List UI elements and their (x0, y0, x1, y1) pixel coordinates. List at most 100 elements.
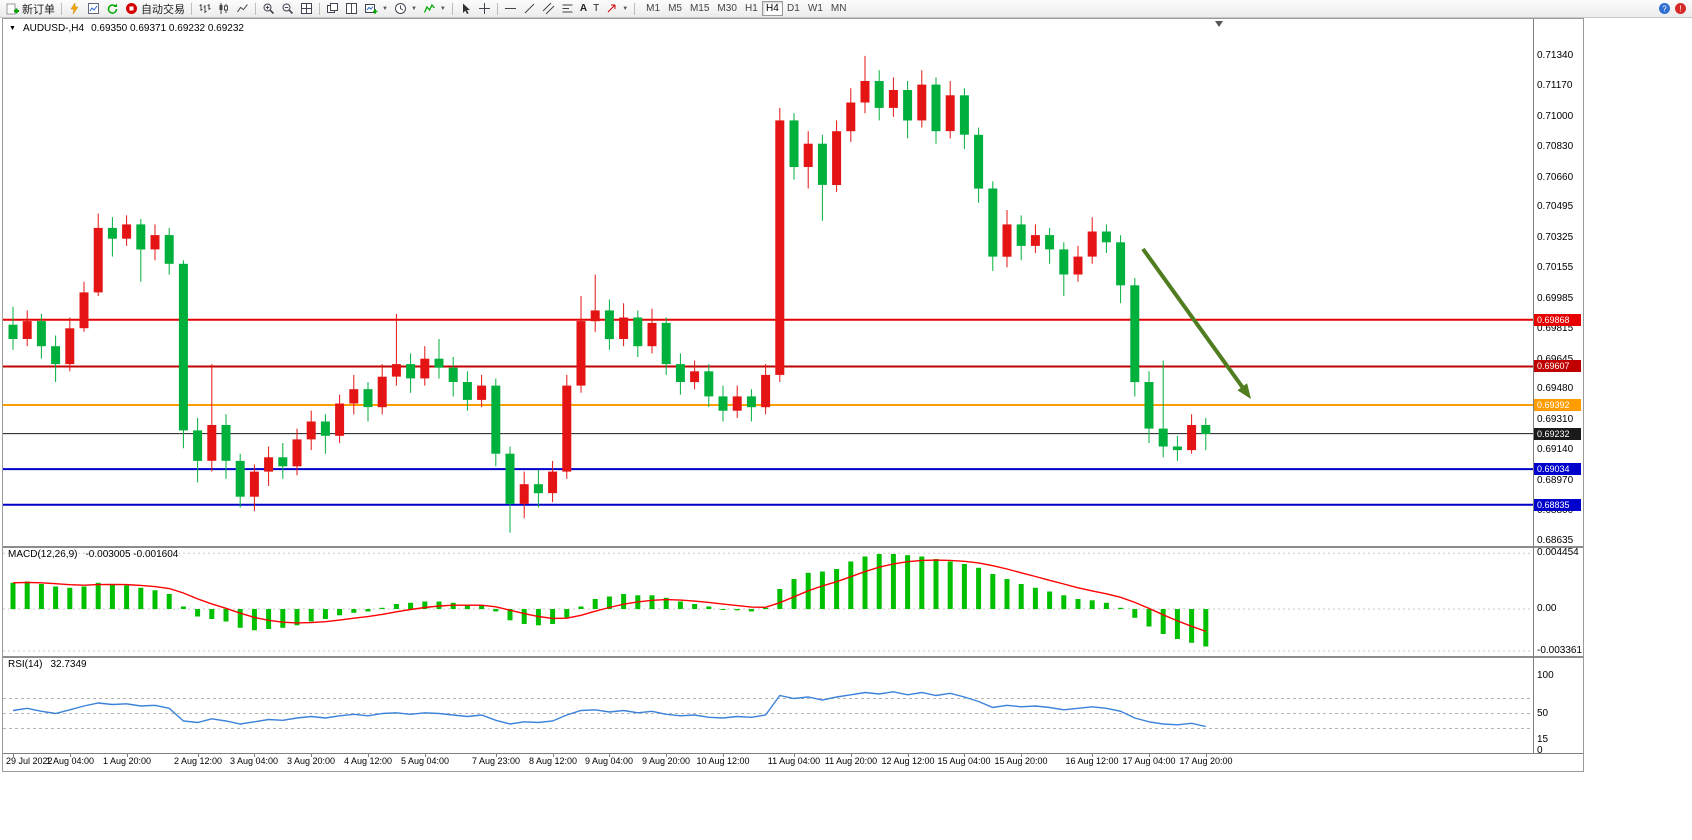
macd-panel-canvas[interactable] (3, 548, 1533, 654)
channel-tool-icon (542, 2, 555, 15)
tile-windows-icon (301, 3, 312, 14)
macd-panel-separator[interactable] (3, 546, 1583, 548)
price-tag: 0.69232 (1534, 428, 1581, 440)
price-axis-label: 0.70495 (1537, 201, 1574, 212)
time-axis-label: 3 Aug 20:00 (286, 756, 336, 766)
horizontal-line-tool-icon (504, 8, 516, 9)
line-chart-button[interactable] (233, 1, 252, 17)
zoom-out-button[interactable] (278, 1, 297, 17)
rsi-axis-label: 50 (1537, 708, 1549, 719)
time-axis-tick (1206, 753, 1207, 757)
arrows-tool-icon (607, 4, 616, 13)
autotrading-icon (126, 3, 137, 14)
timeframe-button-m30[interactable]: M30 (713, 1, 740, 16)
time-axis-label: 17 Aug 20:00 (1179, 756, 1233, 766)
crosshair-button[interactable] (475, 1, 494, 17)
price-axis-label: 0.70325 (1537, 232, 1574, 243)
time-axis-label: 11 Aug 04:00 (767, 756, 821, 766)
chart-shift-marker[interactable] (1215, 21, 1223, 27)
toolbar-separator (61, 2, 62, 15)
price-axis-label: 0.68635 (1537, 535, 1574, 546)
price-axis-label: 0.69480 (1537, 383, 1574, 394)
chevron-down-icon: ▼ (410, 5, 417, 12)
timeframe-group: M1 M5 M15 M30 H1 H4 D1 W1 MN (642, 1, 850, 16)
price-tag: 0.69392 (1534, 399, 1581, 411)
time-axis-label: 5 Aug 04:00 (400, 756, 450, 766)
time-axis-tick (13, 753, 14, 757)
bars-chart-button[interactable] (195, 1, 214, 17)
macd-values: -0.003005 -0.001604 (85, 549, 179, 560)
toolbar-separator (451, 2, 453, 15)
new-chart-button[interactable]: ▼ (361, 1, 391, 17)
macd-axis-label: 0.004454 (1537, 547, 1579, 558)
text-tool-icon: A (579, 3, 588, 14)
text-tool-button[interactable]: A (577, 1, 590, 17)
timeframe-button-d1[interactable]: D1 (783, 1, 804, 16)
time-axis-label: 9 Aug 20:00 (641, 756, 691, 766)
candles-chart-button[interactable] (214, 1, 233, 17)
line-chart-icon (237, 4, 248, 13)
time-axis-label: 15 Aug 20:00 (994, 756, 1048, 766)
zoom-in-button[interactable] (259, 1, 278, 17)
timeframe-button-mn[interactable]: MN (827, 1, 851, 16)
autotrading-button[interactable]: 自动交易 (122, 1, 188, 17)
time-axis-label: 15 Aug 04:00 (937, 756, 991, 766)
timeframe-button-h1[interactable]: H1 (741, 1, 762, 16)
label-tool-button[interactable]: T (590, 1, 602, 17)
time-axis[interactable] (3, 753, 1583, 754)
price-axis-label: 0.70155 (1537, 262, 1574, 273)
trendline-tool-button[interactable] (520, 1, 539, 17)
indicators-button[interactable]: ▼ (420, 1, 449, 17)
price-axis-label: 0.69645 (1537, 354, 1573, 366)
chart-window: ▼ AUDUSD-,H4 0.69350 0.69371 0.69232 0.6… (2, 18, 1584, 772)
time-axis-tick (127, 753, 128, 757)
time-axis-tick (254, 753, 255, 757)
lightning-button[interactable] (65, 1, 84, 17)
price-axis-label: 0.69815 (1537, 323, 1574, 334)
rsi-panel-separator[interactable] (3, 656, 1583, 658)
toolbar-separator (191, 2, 192, 15)
main-chart-canvas[interactable] (3, 19, 1533, 546)
autotrading-label: 自动交易 (141, 3, 185, 16)
zoom-in-icon (263, 3, 275, 15)
price-axis-label: 0.69140 (1537, 444, 1574, 455)
alert-icon[interactable]: ! (1674, 2, 1687, 15)
price-axis-label: 0.69985 (1537, 293, 1574, 304)
timeframe-button-m5[interactable]: M5 (664, 1, 686, 16)
time-axis-tick (1092, 753, 1093, 757)
timeframe-button-m1[interactable]: M1 (642, 1, 664, 16)
new-order-icon (6, 3, 19, 15)
channel-tool-button[interactable] (539, 1, 558, 17)
market-watch-button[interactable] (84, 1, 103, 17)
arrows-tool-button[interactable]: ▼ (602, 1, 631, 17)
time-axis-tick (964, 753, 965, 757)
tile-windows-button[interactable] (297, 1, 316, 17)
rsi-axis-label: 100 (1537, 670, 1554, 681)
symbol-title: AUDUSD-,H4 (22, 23, 85, 34)
trendline-tool-icon (524, 3, 535, 14)
time-axis-tick (311, 753, 312, 757)
cascade-windows-button[interactable] (323, 1, 342, 17)
price-axis[interactable] (1533, 19, 1534, 753)
periods-button[interactable]: ▼ (391, 1, 420, 17)
symbol-dropdown-icon[interactable]: ▼ (9, 25, 16, 32)
horizontal-line-tool-button[interactable] (501, 1, 520, 17)
candles-chart-icon (219, 3, 228, 14)
refresh-button[interactable] (103, 1, 122, 17)
price-tag: 0.69034 (1534, 463, 1581, 475)
time-axis-label: 16 Aug 12:00 (1065, 756, 1119, 766)
cursor-button[interactable] (456, 1, 475, 17)
new-chart-icon (365, 4, 378, 14)
fibonacci-tool-button[interactable] (558, 1, 577, 17)
arrange-windows-button[interactable] (342, 1, 361, 17)
new-order-button[interactable]: 新订单 (3, 1, 58, 17)
ohlc-values: 0.69350 0.69371 0.69232 0.69232 (91, 23, 244, 34)
help-icon[interactable]: ? (1658, 2, 1671, 15)
price-tag: 0.69868 (1534, 314, 1581, 326)
timeframe-button-m15[interactable]: M15 (686, 1, 713, 16)
rsi-panel-canvas[interactable] (3, 658, 1533, 753)
macd-axis-label: -0.003361 (1537, 645, 1583, 656)
time-axis-tick (368, 753, 369, 757)
timeframe-button-h4[interactable]: H4 (761, 1, 783, 16)
timeframe-button-w1[interactable]: W1 (804, 1, 827, 16)
